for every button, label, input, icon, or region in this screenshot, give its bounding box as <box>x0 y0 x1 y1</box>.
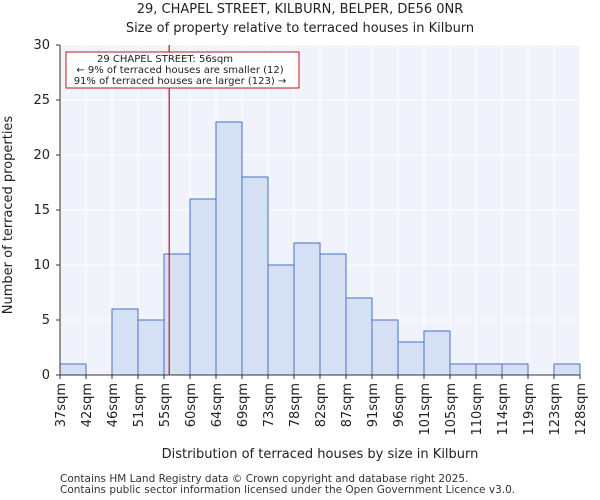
histogram-bar <box>553 363 581 376</box>
x-tick-label: 110sqm <box>470 383 485 436</box>
x-tick-label: 87sqm <box>340 383 355 427</box>
annotation-text: 91% of terraced houses are larger (123) … <box>74 76 287 87</box>
x-tick-label: 78sqm <box>288 383 303 427</box>
x-tick-label: 96sqm <box>392 383 407 427</box>
histogram-bar <box>189 198 217 376</box>
histogram-bar <box>111 308 139 376</box>
x-tick-label: 60sqm <box>184 383 199 427</box>
y-tick-label: 5 <box>42 313 50 328</box>
histogram-bar <box>163 253 191 376</box>
x-tick-label: 123sqm <box>548 383 563 436</box>
histogram-bar <box>449 363 477 376</box>
x-tick-label: 55sqm <box>158 383 173 427</box>
chart-subtitle: Size of property relative to terraced ho… <box>125 21 475 36</box>
footer-line-2: Contains public sector information licen… <box>60 484 516 496</box>
x-tick-label: 101sqm <box>418 383 433 436</box>
x-tick-label: 91sqm <box>366 383 381 427</box>
annotation-box <box>65 51 300 89</box>
histogram-bar <box>423 330 451 376</box>
histogram-bar <box>137 319 165 376</box>
histogram-bar <box>241 176 269 376</box>
histogram-bar <box>475 363 503 376</box>
x-tick-label: 128sqm <box>574 383 589 436</box>
histogram-bar <box>59 363 87 376</box>
x-tick-label: 42sqm <box>80 383 95 427</box>
annotation-text: ← 9% of terraced houses are smaller (12) <box>76 65 283 76</box>
x-tick-label: 105sqm <box>444 383 459 436</box>
x-tick-label: 64sqm <box>210 383 225 427</box>
y-tick-label: 20 <box>33 148 50 163</box>
y-axis-title: Number of terraced properties <box>1 116 16 315</box>
y-tick-label: 0 <box>42 368 50 383</box>
annotation-text: 29 CHAPEL STREET: 56sqm <box>97 54 233 65</box>
x-tick-label: 51sqm <box>132 383 147 427</box>
y-tick-label: 25 <box>33 93 50 108</box>
histogram-bar <box>397 341 425 376</box>
footer-line-1: Contains HM Land Registry data © Crown c… <box>60 473 469 485</box>
x-tick-label: 37sqm <box>54 383 69 427</box>
y-tick-label: 30 <box>33 38 50 53</box>
histogram-bar <box>319 253 347 376</box>
x-tick-label: 73sqm <box>262 383 277 427</box>
y-tick-label: 10 <box>33 258 50 273</box>
x-tick-label: 69sqm <box>236 383 251 427</box>
x-tick-label: 119sqm <box>522 383 537 436</box>
x-axis-title: Distribution of terraced houses by size … <box>162 447 479 462</box>
x-tick-label: 46sqm <box>106 383 121 427</box>
histogram-bar <box>345 297 373 376</box>
histogram-bar <box>371 319 399 376</box>
x-tick-label: 82sqm <box>314 383 329 427</box>
histogram-bar <box>267 264 295 376</box>
y-tick-label: 15 <box>33 203 50 218</box>
x-tick-label: 114sqm <box>496 383 511 436</box>
chart-title: 29, CHAPEL STREET, KILBURN, BELPER, DE56… <box>136 2 464 17</box>
histogram-bar <box>293 242 321 376</box>
histogram-bar <box>501 363 529 376</box>
histogram-bar <box>215 121 243 376</box>
